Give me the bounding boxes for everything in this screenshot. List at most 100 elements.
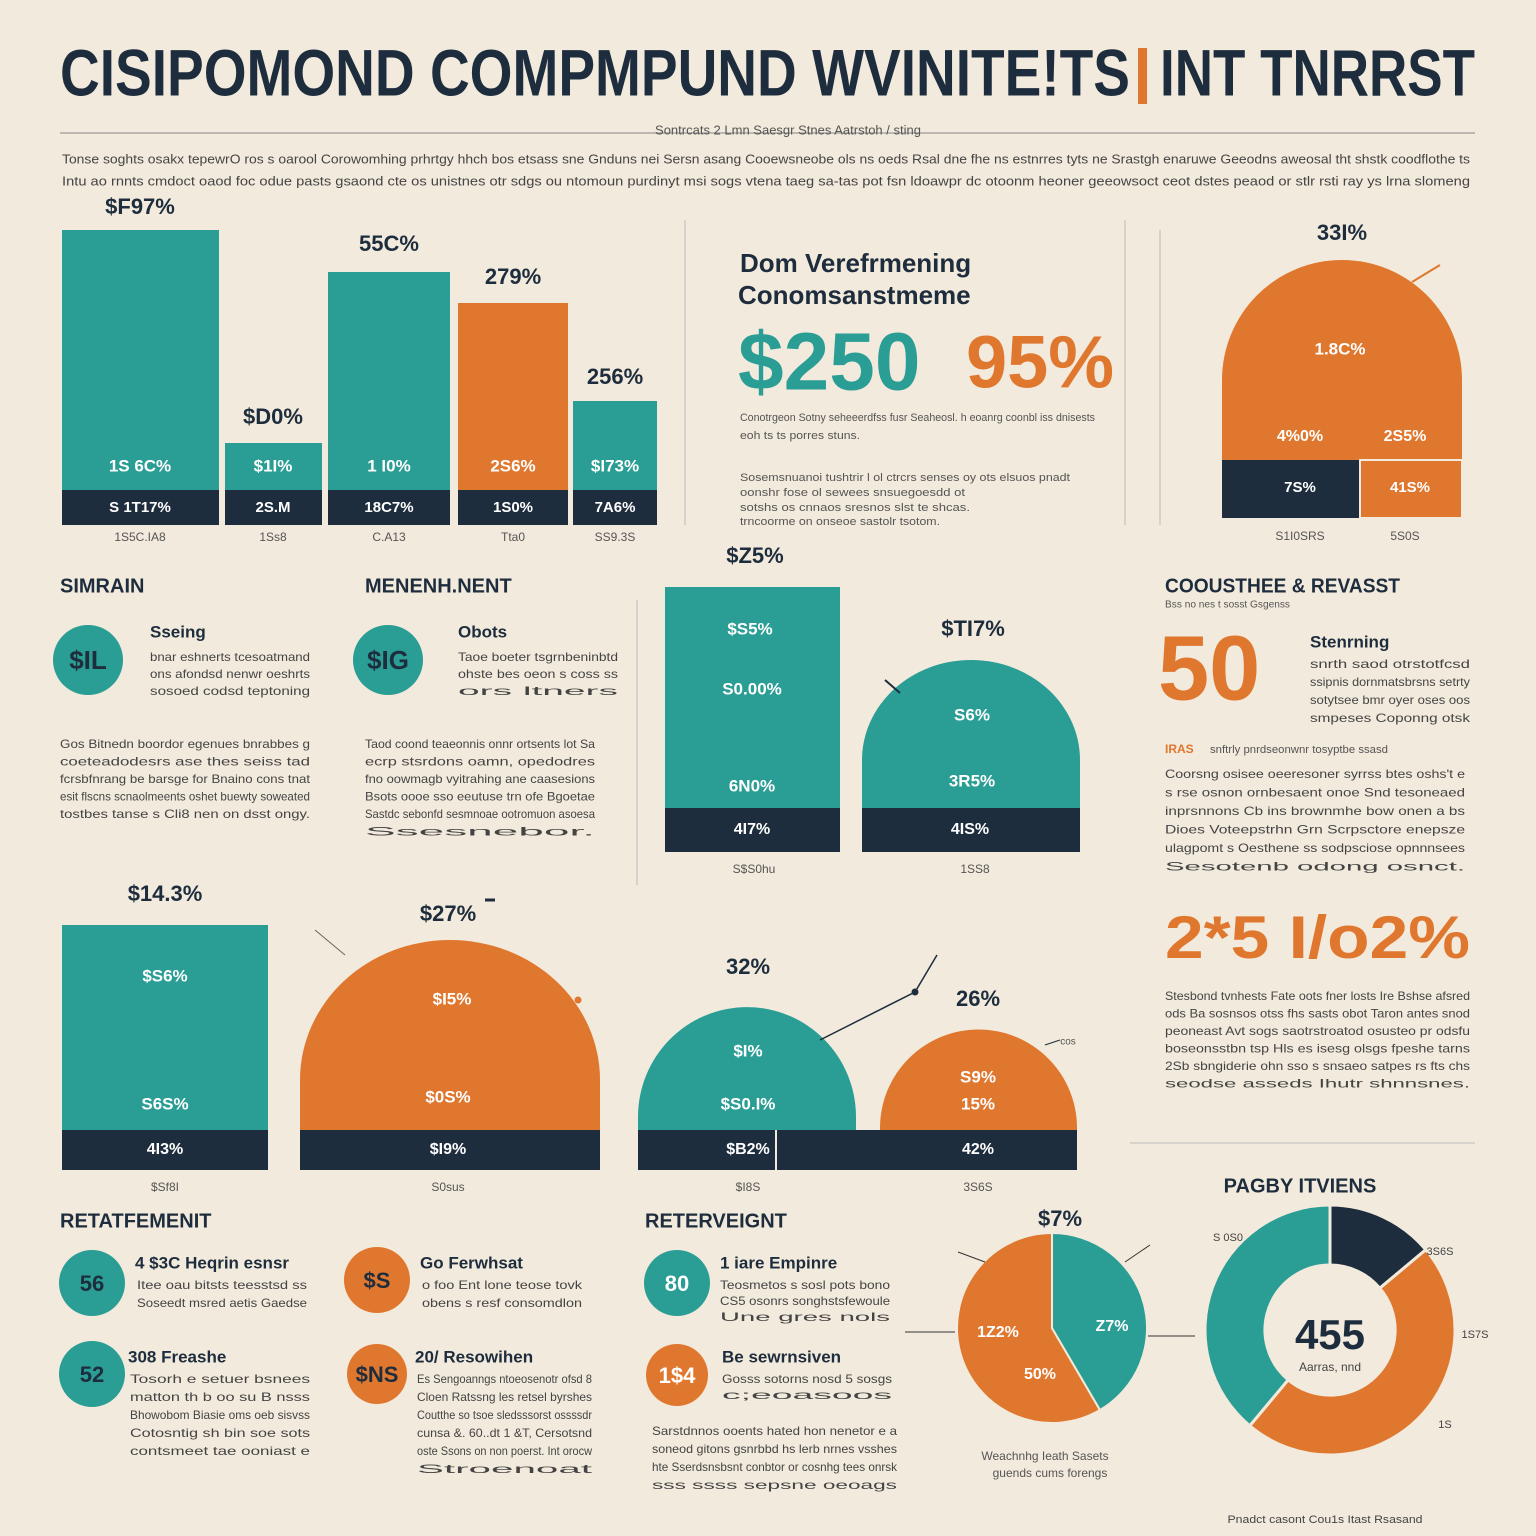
caption: SS9.3S	[595, 530, 636, 544]
chart-label: 26%	[956, 986, 1000, 1011]
body-text: Es Sengoanngs ntoeosenotr ofsd 8	[417, 1372, 592, 1386]
donut	[1203, 1203, 1457, 1457]
body-text: cunsa &. 60..dt 1 &T, Cersotsnd	[417, 1426, 592, 1440]
body-text: bnar eshnerts tcesoatmand	[150, 650, 310, 664]
heading: RETERVEIGNT	[645, 1210, 787, 1232]
body-text: fcrsbfnrang be barsge for Bnaino cons tn…	[60, 772, 311, 786]
chart-label: 3R5%	[949, 771, 995, 790]
body-text: sss ssss sepsne oeoags	[652, 1478, 897, 1492]
bar-shape	[458, 303, 568, 490]
bar-label: 2S6%	[490, 456, 535, 475]
pie-label: 50%	[1024, 1366, 1056, 1383]
body-text: eoh ts ts porres stuns.	[740, 430, 860, 442]
badge	[53, 625, 123, 695]
caption: S$S0hu	[733, 862, 776, 876]
bar-label: S 1T17%	[109, 499, 171, 516]
body-text: o foo Ent lone teose tovk	[422, 1278, 583, 1292]
body-text: Stesbond tvnhests Fate oots fner losts I…	[1165, 989, 1470, 1003]
badge	[347, 1344, 407, 1404]
body-text: Sosemsnuanoi tushtrir l ol ctrcrs senses…	[740, 472, 1070, 484]
body-text: esit flscns scnaolmeents oshet buewty so…	[60, 790, 310, 804]
body-text: inprsnnons Cb ins brownmhe bow onen a bs	[1165, 804, 1465, 818]
pointer	[957, 1251, 986, 1263]
chart-label: $S6%	[142, 966, 187, 985]
chart-label: S0.00%	[722, 679, 782, 698]
dome-shape	[300, 940, 600, 1130]
body-text: Conotrgeon Sotny seheeerdfss fusr Seaheo…	[740, 412, 1095, 424]
body-text: Sarstdnnos ooents hated hon nenetor e a	[652, 1424, 897, 1438]
badge-label: $IG	[367, 645, 409, 675]
caption: 1SS8	[960, 862, 990, 876]
pie	[905, 1231, 1195, 1424]
bar-label: 279%	[485, 264, 541, 289]
item-title: 4 $3C Heqrin esnsr	[135, 1253, 289, 1272]
donut-center: 455	[1295, 1311, 1365, 1358]
pointer	[884, 679, 901, 694]
body-text: ohste bes oeon s coss ss	[458, 667, 618, 681]
trend-dot	[911, 988, 919, 996]
body-text: smpeses Coponng otsk	[1310, 711, 1471, 725]
body-text: oste Ssons on non poerst. Int orocw	[417, 1444, 592, 1458]
caption: S1I0SRS	[1275, 529, 1324, 543]
bar-label: 1S0%	[493, 499, 533, 516]
dome-label: 4%0%	[1277, 428, 1323, 445]
base-strip	[573, 490, 657, 525]
chart-label: 6N0%	[729, 776, 775, 795]
bar-shape	[62, 925, 268, 1130]
chart-label: $S5%	[727, 619, 772, 638]
base-strip	[665, 808, 840, 852]
item-title: Obots	[458, 622, 507, 641]
caption: 1S5C.IA8	[114, 530, 166, 544]
item-title: 20/ Resowihen	[415, 1347, 533, 1366]
bar-label: 1S 6C%	[109, 456, 171, 475]
chart-label: $0S%	[425, 1087, 470, 1106]
bar-label: 1 I0%	[367, 456, 410, 475]
dome-shape	[862, 660, 1080, 808]
body-text: c;eoasoos	[722, 1388, 892, 1402]
body-text: sotytsee bmr oyer oses oos	[1310, 693, 1470, 707]
badge-label: 52	[80, 1362, 104, 1387]
bar-label: $F97%	[105, 194, 175, 219]
subtitle: Sontrcats 2 Lmn Saesgr Stnes Aatrstoh / …	[655, 122, 921, 137]
chart-label: $I9%	[430, 1141, 466, 1158]
caption: S0sus	[431, 1180, 464, 1194]
dome-shape	[638, 1007, 856, 1130]
heading: Conomsanstmeme	[738, 280, 971, 310]
badge-label: 56	[80, 1271, 104, 1296]
chart-label: $I%	[733, 1041, 762, 1060]
pointer	[1044, 1039, 1061, 1046]
dome-label: 7S%	[1284, 479, 1316, 496]
body-text: s rse osnon ornbesaent onoe Snd tesoneae…	[1165, 786, 1465, 800]
pie-label: $7%	[1038, 1206, 1082, 1231]
bar-label: $D0%	[243, 404, 303, 429]
body-text: ssipnis dornmatsbrsns setrty	[1310, 675, 1470, 689]
body-text: sosoed codsd teptoning	[150, 684, 310, 698]
chart-label: $27%	[420, 901, 476, 926]
body-text: Taoe boeter tsgrnbeninbtd	[458, 650, 618, 664]
bar-label: $1I%	[254, 456, 293, 475]
chart-label: $I5%	[433, 989, 472, 1008]
badge	[59, 1250, 125, 1316]
pie-slice	[1051, 1231, 1148, 1412]
body-text: CS5 osonrs songhstsfewoule	[720, 1294, 890, 1308]
base-strip	[458, 490, 568, 525]
chart-label: 32%	[726, 954, 770, 979]
badge-label: $S	[364, 1268, 391, 1293]
base-strip	[777, 1130, 1077, 1170]
bar-shape	[62, 230, 219, 490]
caption: cos	[1060, 1037, 1076, 1048]
body-text: snrth saod otrstotfcsd	[1310, 657, 1470, 671]
base-strip	[62, 490, 219, 525]
body-text: Stroenoat	[417, 1462, 594, 1476]
title: CISIPOMOND COMPMPUND WVINITE!TS	[60, 35, 1130, 109]
badge	[644, 1250, 710, 1316]
bar-panel	[62, 230, 657, 525]
dome-label: 1.8C%	[1314, 339, 1365, 358]
body-text: sotshs os cnnaos sresnos slst te shcas.	[740, 502, 970, 514]
body-text: Teosmetos s sosl pots bono	[720, 1278, 890, 1292]
heading: PAGBY ITVIENS	[1224, 1175, 1377, 1197]
caption: C.A13	[372, 530, 406, 544]
heading: Dom Verefrmening	[740, 248, 971, 278]
